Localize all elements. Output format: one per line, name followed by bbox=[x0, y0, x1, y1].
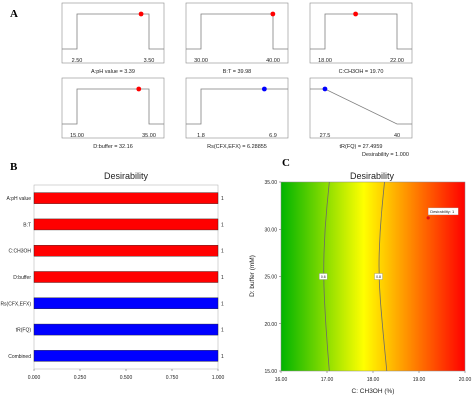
factor-caption: C:CH3OH = 19.70 bbox=[339, 69, 384, 75]
bar-value-label: 1 bbox=[221, 354, 224, 360]
bar-category-label: Combined bbox=[8, 354, 31, 360]
bar-value-label: 1 bbox=[221, 249, 224, 255]
contour-y-axis-label: D: buffer (mM) bbox=[249, 255, 256, 297]
factor-max-label: 40.00 bbox=[266, 58, 280, 64]
factor-panel: 27.5 40 tR(FQ) = 27.4959 bbox=[309, 77, 413, 150]
optimum-label-box bbox=[428, 207, 459, 216]
bar-value-label: 1 bbox=[221, 222, 224, 228]
factor-marker bbox=[136, 86, 142, 92]
factor-max-label: 40 bbox=[394, 133, 400, 139]
bar-category-label: B:T bbox=[23, 222, 31, 228]
x-tick-label: 0.500 bbox=[120, 375, 133, 381]
x-tick-label: 16.00 bbox=[275, 377, 288, 383]
x-tick-label: 20.00 bbox=[459, 377, 472, 383]
bar-value-label: 1 bbox=[221, 196, 224, 202]
x-tick-label: 19.00 bbox=[413, 377, 426, 383]
factor-marker bbox=[270, 11, 276, 17]
factor-min-label: 15.00 bbox=[70, 133, 84, 139]
factor-marker bbox=[353, 11, 358, 17]
factor-panel: 18.00 22.00 C:CH3OH = 19.70 bbox=[309, 2, 413, 75]
factor-marker bbox=[261, 86, 267, 92]
y-tick-label: 20.00 bbox=[264, 322, 277, 328]
factor-min-label: 18.00 bbox=[318, 58, 332, 64]
bar bbox=[33, 323, 219, 336]
factor-marker bbox=[322, 86, 328, 92]
bar-chart-title: Desirability bbox=[104, 171, 149, 181]
factor-caption: tR(FQ) = 27.4959 bbox=[340, 144, 383, 150]
x-tick-label: 0.750 bbox=[166, 375, 179, 381]
bar-category-label: Rs(CFX,EFX) bbox=[0, 301, 31, 307]
factor-response-curve bbox=[186, 13, 288, 50]
bar bbox=[33, 244, 219, 257]
bar-value-label: 1 bbox=[221, 328, 224, 334]
y-tick-label: 15.00 bbox=[264, 369, 277, 375]
contour-label: 0.6 bbox=[321, 275, 326, 279]
bar-category-label: A:pH value bbox=[7, 196, 32, 202]
factor-marker bbox=[138, 11, 144, 17]
factor-response-curve bbox=[62, 88, 164, 125]
factor-panel: 2.50 3.50 A:pH value = 3.39 bbox=[61, 2, 165, 75]
panel-b-label: B bbox=[10, 161, 18, 173]
contour-label-box bbox=[374, 273, 383, 280]
factor-panel: 1.8 6.9Rs(CFX,EFX) = 6.28855 bbox=[185, 77, 289, 150]
contour-line bbox=[323, 181, 330, 372]
contour-title: Desirability bbox=[350, 171, 395, 181]
bar-category-label: C:CH3OH bbox=[8, 249, 31, 255]
bar-category-label: D:buffer bbox=[13, 275, 31, 281]
optimum-label: Desirability: 1 bbox=[430, 209, 455, 214]
factor-caption: D:buffer = 32.16 bbox=[93, 144, 133, 150]
factor-panel-frame bbox=[185, 77, 289, 139]
x-tick-label: 0.250 bbox=[74, 375, 87, 381]
bar bbox=[33, 297, 219, 310]
factor-min-label: 30.00 bbox=[194, 58, 208, 64]
factor-panel: 15.00 35.00 D:buffer = 32.16 bbox=[61, 77, 165, 150]
x-tick-label: 17.00 bbox=[321, 377, 334, 383]
factor-min-label: 2.50 bbox=[72, 58, 83, 64]
contour-line bbox=[378, 181, 388, 372]
bar-category-label: tR(FQ) bbox=[16, 328, 32, 334]
factor-response-curve bbox=[186, 88, 288, 125]
bar-value-label: 1 bbox=[221, 275, 224, 281]
bar bbox=[33, 218, 219, 231]
factor-response-curve bbox=[310, 13, 412, 50]
factor-response-curve bbox=[62, 13, 164, 50]
factor-max-label: 22.00 bbox=[390, 58, 404, 64]
factor-panel-frame bbox=[61, 2, 165, 64]
contour-x-axis-label: C: CH3OH (%) bbox=[352, 388, 395, 395]
bar bbox=[33, 350, 219, 362]
x-tick-label: 1.000 bbox=[212, 375, 225, 381]
bar-value-label: 1 bbox=[221, 301, 224, 307]
factor-max-label: 3.50 bbox=[144, 58, 155, 64]
factor-panel-frame bbox=[309, 2, 413, 64]
panel-c-label: C bbox=[282, 157, 290, 169]
factor-settings-panels: 2.50 3.50 A:pH value = 3.39 30.00 40.00 B:T =… bbox=[61, 2, 413, 150]
factor-min-label: 1.8 bbox=[197, 133, 205, 139]
x-tick-label: 18.00 bbox=[367, 377, 380, 383]
y-tick-label: 30.00 bbox=[264, 227, 277, 233]
bar bbox=[33, 192, 219, 204]
factor-panel-frame bbox=[61, 77, 165, 139]
factor-min-label: 27.5 bbox=[320, 133, 331, 139]
contour-label: 0.8 bbox=[376, 275, 381, 279]
contour-label-box bbox=[319, 273, 328, 280]
factor-max-label: 35.00 bbox=[142, 133, 156, 139]
factor-max-label: 6.9 bbox=[269, 133, 277, 139]
bar bbox=[33, 271, 219, 283]
factor-panel: 30.00 40.00 B:T = 39.98 bbox=[185, 2, 289, 75]
contour-chart: 0.6 0.8 Desirability: 1 16.00 17.00 18.00 19.0… bbox=[264, 180, 471, 383]
factor-response-curve bbox=[310, 88, 412, 125]
bar-chart: A:pH value 1 B:T 1 C:CH3OH 1 D:buffer 1 Rs(CFX,E… bbox=[0, 192, 225, 381]
desirability-footer: Desirability = 1.000 bbox=[362, 152, 409, 158]
factor-caption: A:pH value = 3.39 bbox=[91, 69, 135, 75]
factor-caption: B:T = 39.98 bbox=[223, 69, 252, 75]
factor-caption: Rs(CFX,EFX) = 6.28855 bbox=[207, 144, 267, 150]
panel-a-label: A bbox=[10, 8, 18, 20]
y-tick-label: 35.00 bbox=[264, 180, 277, 186]
optimum-point bbox=[426, 216, 430, 220]
y-tick-label: 25.00 bbox=[264, 275, 277, 281]
x-tick-label: 0.000 bbox=[28, 375, 41, 381]
